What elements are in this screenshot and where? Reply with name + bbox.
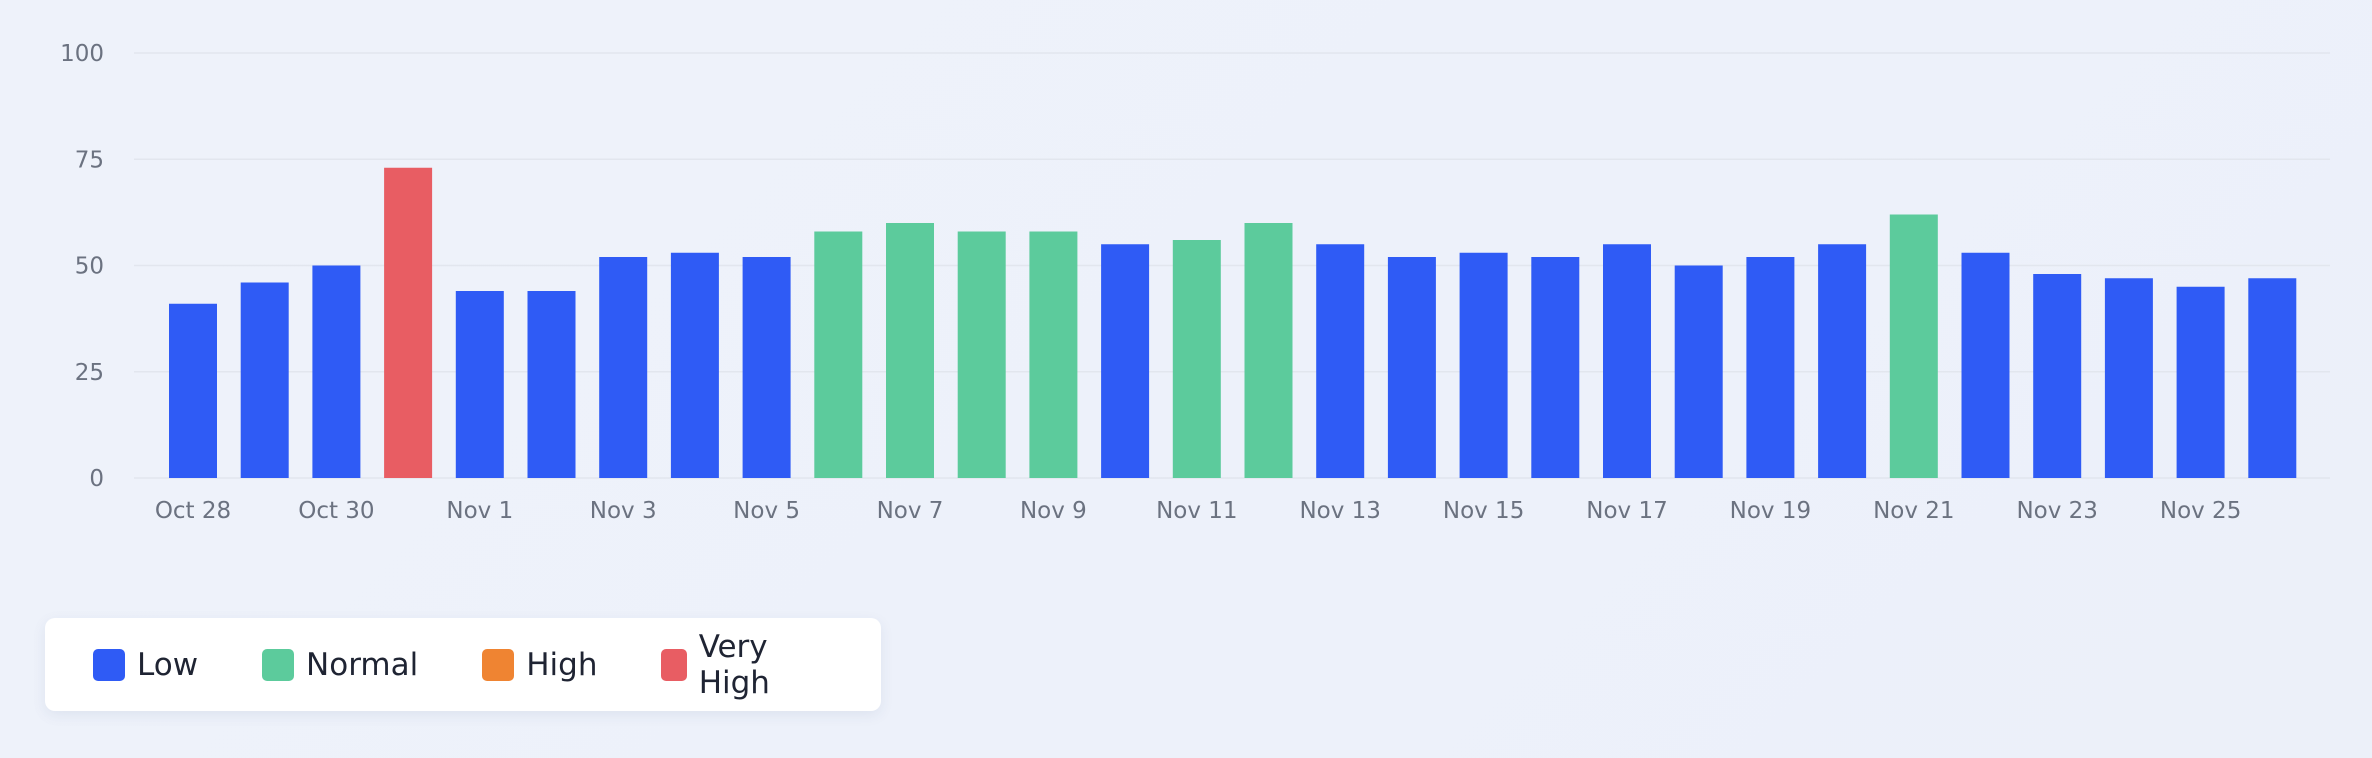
bar-chart: 0 25 50 75 100 Oct 28 Oct 30 Nov 1 Nov 3 Nov 5 No…	[60, 41, 2330, 524]
legend-label-normal: Normal	[306, 646, 419, 683]
bar[interactable]	[527, 291, 576, 478]
x-tick-label: Nov 21	[1873, 498, 1954, 524]
y-axis: 0 25 50 75 100	[60, 41, 104, 492]
legend-label-low: Low	[137, 646, 199, 683]
bar[interactable]	[1316, 244, 1365, 478]
legend-swatch-very-high	[661, 648, 687, 681]
x-tick-label: Nov 15	[1443, 498, 1524, 524]
x-tick-label: Oct 30	[298, 498, 374, 524]
legend-label-very-high: Very High	[698, 628, 770, 701]
bar[interactable]	[1818, 244, 1867, 478]
bar[interactable]	[1244, 223, 1293, 478]
legend-item-normal[interactable]: Normal	[262, 647, 418, 683]
x-tick-label: Nov 3	[590, 498, 657, 524]
bar[interactable]	[599, 257, 648, 478]
bar[interactable]	[384, 167, 433, 478]
bar[interactable]	[169, 303, 217, 478]
bar[interactable]	[1961, 252, 2010, 478]
x-tick-label: Nov 7	[877, 498, 944, 524]
x-tick-label: Oct 28	[155, 498, 231, 524]
bar[interactable]	[1746, 257, 1795, 478]
legend-swatch-normal	[262, 648, 295, 681]
bar[interactable]	[455, 291, 504, 478]
x-tick-label: Nov 25	[2160, 498, 2241, 524]
bar[interactable]	[886, 223, 934, 478]
bar[interactable]	[1172, 240, 1221, 478]
bar[interactable]	[1387, 257, 1436, 478]
legend: Low Normal High Very High	[45, 618, 881, 711]
legend-swatch-low	[93, 648, 125, 681]
bar[interactable]	[742, 257, 791, 478]
bar[interactable]	[814, 231, 863, 479]
y-tick-label: 75	[75, 147, 104, 173]
bar[interactable]	[1459, 252, 1508, 478]
bar[interactable]	[240, 282, 289, 479]
bar[interactable]	[312, 265, 361, 479]
legend-item-high[interactable]: High	[482, 647, 597, 683]
x-tick-label: Nov 13	[1299, 498, 1380, 524]
y-tick-label: 25	[75, 360, 104, 386]
x-tick-label: Nov 19	[1730, 498, 1811, 524]
x-tick-label: Nov 11	[1156, 498, 1237, 524]
bar[interactable]	[1674, 265, 1723, 479]
bar[interactable]	[2176, 286, 2225, 478]
x-tick-label: Nov 23	[2016, 498, 2097, 524]
bar[interactable]	[2104, 278, 2153, 478]
bar[interactable]	[1603, 244, 1651, 478]
x-tick-label: Nov 1	[446, 498, 513, 524]
bar[interactable]	[1101, 244, 1150, 478]
bar[interactable]	[2033, 274, 2082, 478]
y-tick-label: 100	[60, 41, 104, 67]
x-tick-label: Nov 17	[1586, 498, 1667, 524]
x-tick-label: Nov 9	[1020, 498, 1087, 524]
bar[interactable]	[670, 252, 719, 478]
legend-swatch-high	[482, 648, 515, 681]
bar[interactable]	[2248, 278, 2297, 478]
bar[interactable]	[1531, 257, 1580, 478]
y-tick-label: 0	[89, 466, 104, 492]
legend-label-high: High	[526, 646, 598, 683]
x-tick-label: Nov 5	[733, 498, 800, 524]
legend-item-very-high[interactable]: Very High	[661, 629, 817, 701]
legend-item-low[interactable]: Low	[93, 647, 198, 683]
bar[interactable]	[1029, 231, 1078, 479]
y-tick-label: 50	[75, 254, 104, 280]
x-axis: Oct 28 Oct 30 Nov 1 Nov 3 Nov 5 Nov 7 Nov 9 Nov…	[155, 498, 2242, 524]
bars	[169, 167, 2297, 479]
bar[interactable]	[957, 231, 1006, 479]
bar[interactable]	[1889, 214, 1938, 479]
